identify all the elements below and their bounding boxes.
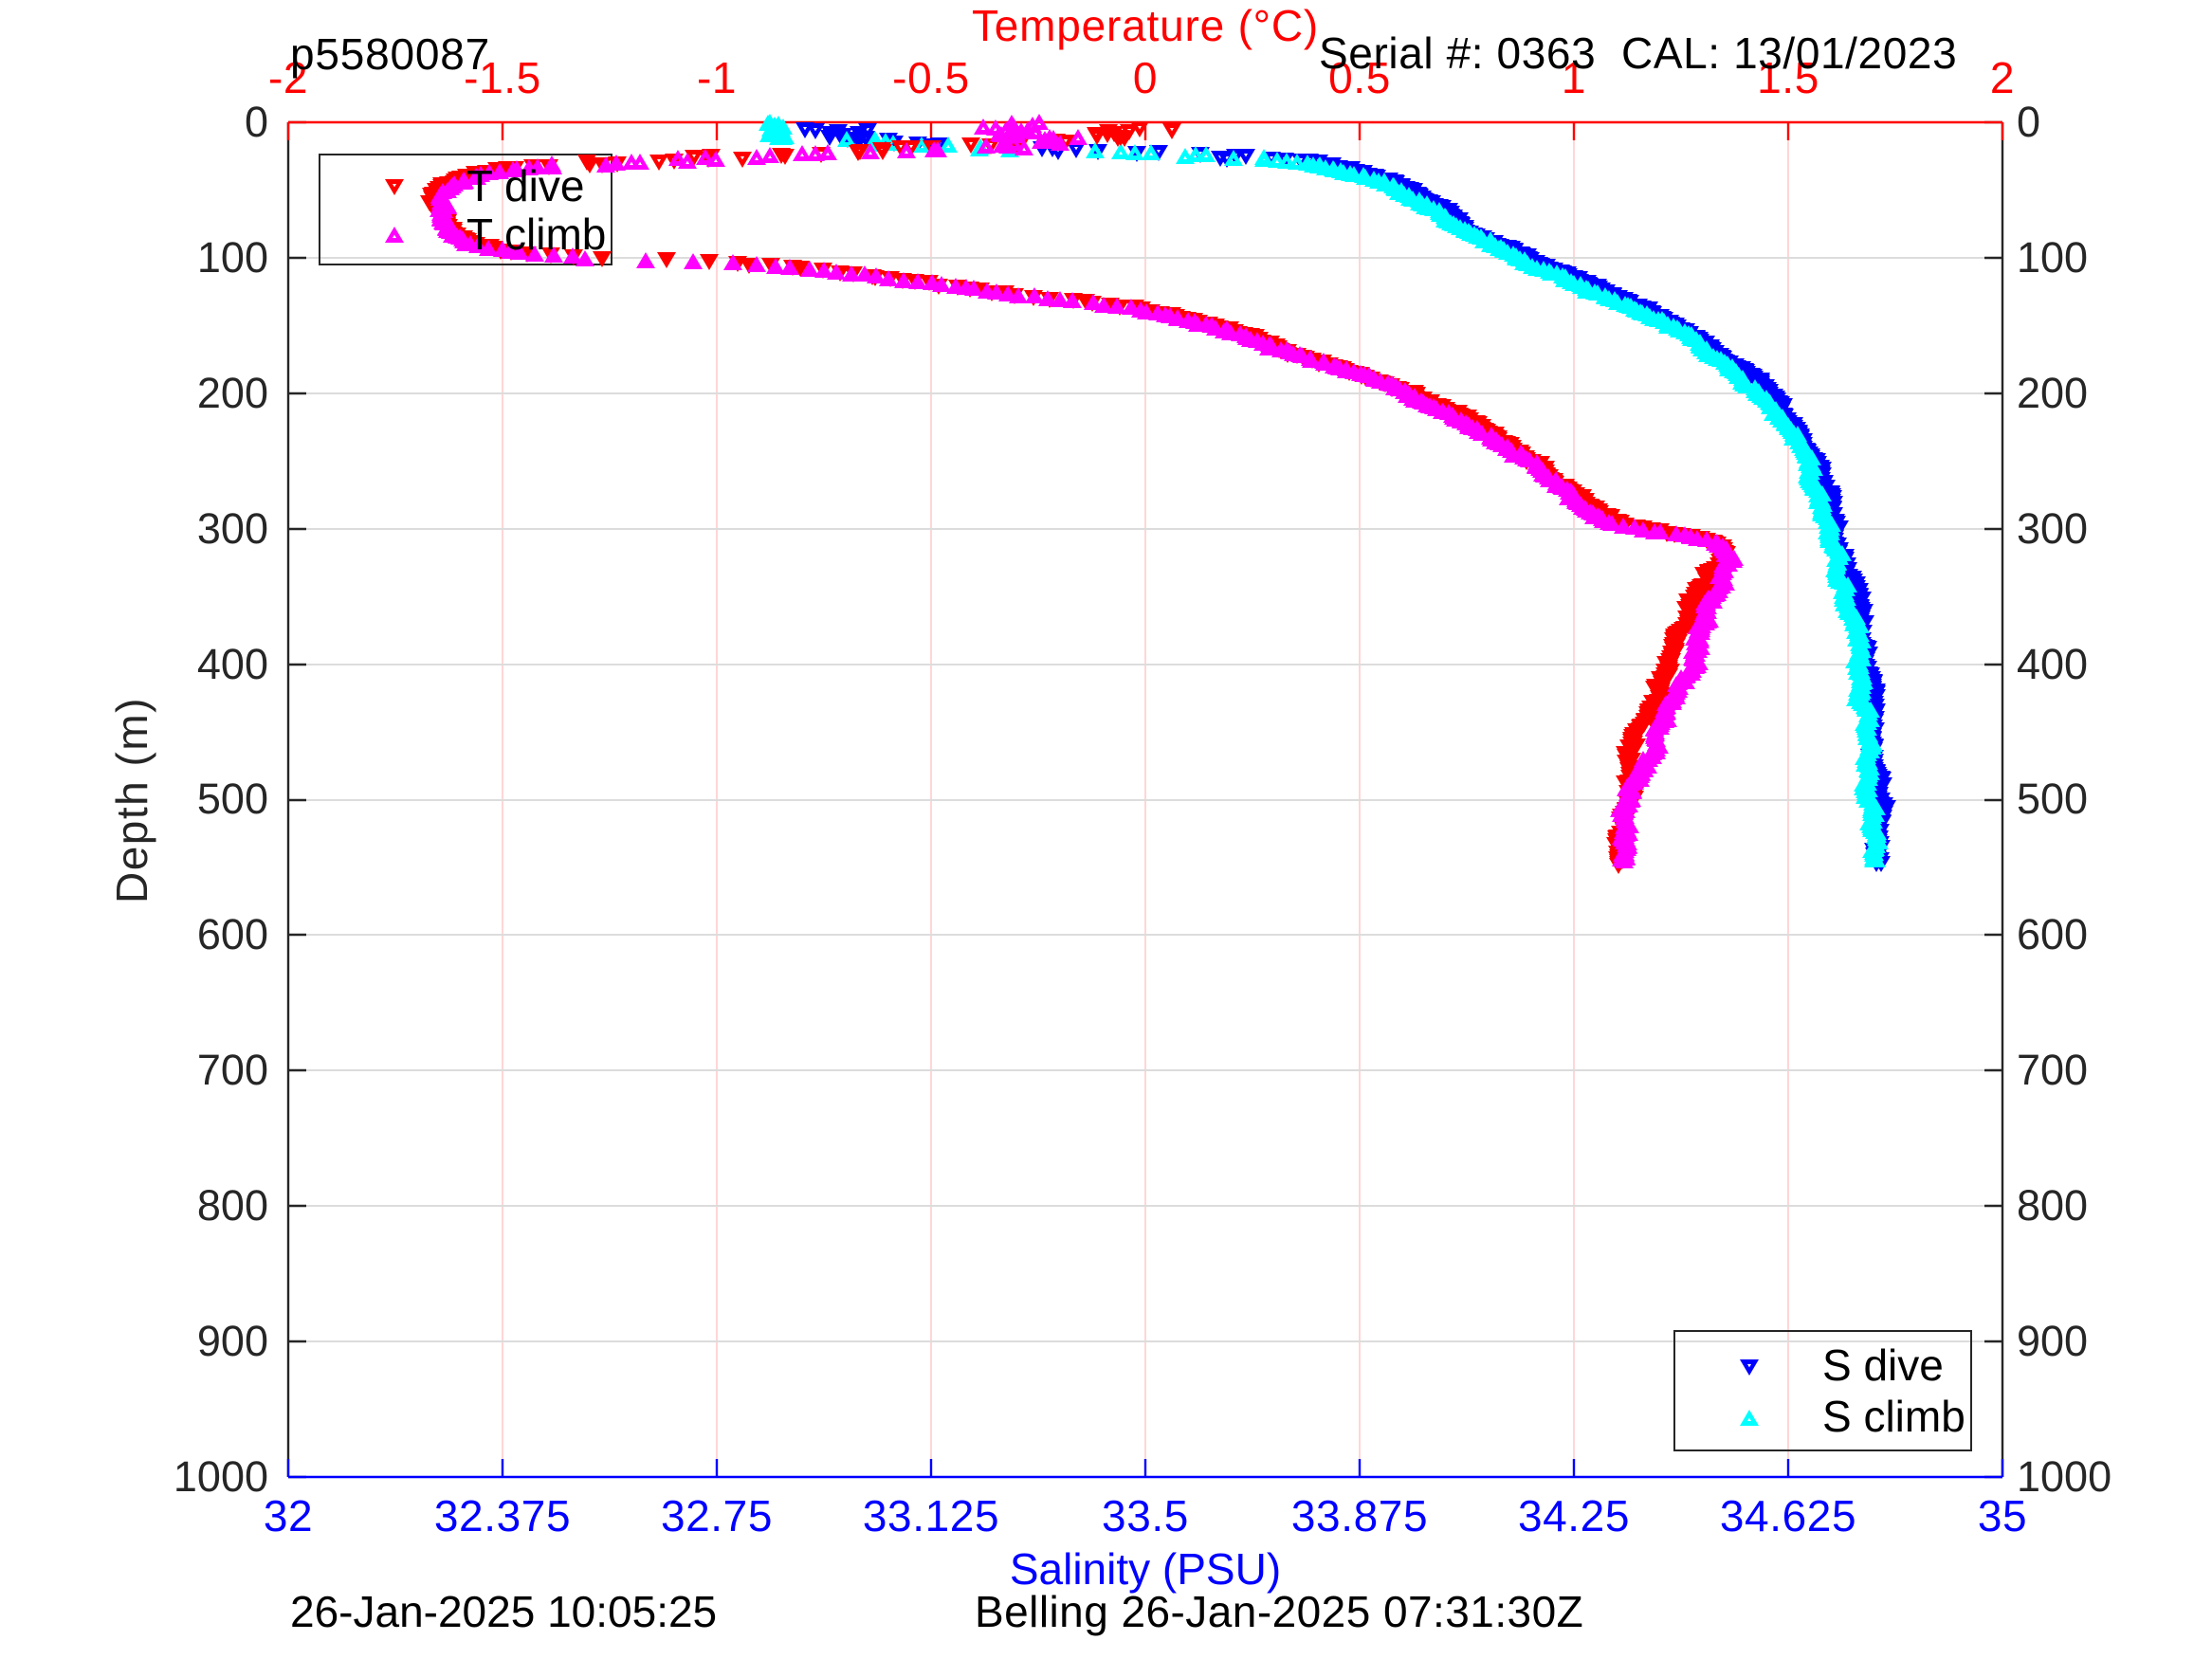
svg-text:500: 500 xyxy=(197,775,268,823)
svg-text:34.625: 34.625 xyxy=(1720,1491,1856,1540)
svg-text:Belling 26-Jan-2025 07:31:30Z: Belling 26-Jan-2025 07:31:30Z xyxy=(975,1587,1583,1636)
svg-text:400: 400 xyxy=(197,640,268,688)
svg-text:32.375: 32.375 xyxy=(434,1491,571,1540)
svg-text:33.125: 33.125 xyxy=(863,1491,999,1540)
svg-text:800: 800 xyxy=(197,1181,268,1230)
svg-text:p5580087: p5580087 xyxy=(290,29,490,79)
svg-text:-1.5: -1.5 xyxy=(464,53,541,102)
svg-text:400: 400 xyxy=(2017,640,2088,688)
svg-text:900: 900 xyxy=(2017,1317,2088,1365)
svg-text:T dive: T dive xyxy=(466,161,584,210)
svg-text:Salinity (PSU): Salinity (PSU) xyxy=(1010,1544,1281,1594)
svg-text:26-Jan-2025 10:05:25: 26-Jan-2025 10:05:25 xyxy=(290,1587,717,1636)
svg-text:-0.5: -0.5 xyxy=(892,53,970,102)
svg-text:100: 100 xyxy=(2017,233,2088,282)
svg-text:700: 700 xyxy=(197,1046,268,1094)
svg-text:-1: -1 xyxy=(697,53,737,102)
svg-text:33.875: 33.875 xyxy=(1291,1491,1428,1540)
svg-text:1000: 1000 xyxy=(2017,1452,2111,1501)
svg-text:1.5: 1.5 xyxy=(1757,53,1819,102)
svg-text:200: 200 xyxy=(197,369,268,417)
svg-text:0: 0 xyxy=(1133,53,1158,102)
svg-text:33.5: 33.5 xyxy=(1102,1491,1189,1540)
svg-text:200: 200 xyxy=(2017,369,2088,417)
svg-text:0: 0 xyxy=(2017,98,2040,146)
svg-text:S dive: S dive xyxy=(1822,1340,1944,1390)
svg-text:Serial #: 0363 CAL: 13/01/202: Serial #: 0363 CAL: 13/01/2023 xyxy=(1319,28,1957,78)
svg-text:900: 900 xyxy=(197,1317,268,1365)
svg-text:300: 300 xyxy=(2017,504,2088,553)
svg-text:35: 35 xyxy=(1978,1491,2027,1540)
svg-text:600: 600 xyxy=(197,910,268,958)
svg-text:0.5: 0.5 xyxy=(1328,53,1391,102)
svg-text:32.75: 32.75 xyxy=(661,1491,773,1540)
svg-text:2: 2 xyxy=(1990,53,2015,102)
svg-text:1000: 1000 xyxy=(174,1452,268,1501)
svg-text:34.25: 34.25 xyxy=(1518,1491,1630,1540)
svg-text:300: 300 xyxy=(197,504,268,553)
svg-text:S climb: S climb xyxy=(1822,1392,1965,1441)
svg-text:1: 1 xyxy=(1562,53,1586,102)
svg-text:100: 100 xyxy=(197,233,268,282)
svg-text:500: 500 xyxy=(2017,775,2088,823)
svg-text:600: 600 xyxy=(2017,910,2088,958)
svg-text:0: 0 xyxy=(245,98,268,146)
svg-text:-2: -2 xyxy=(268,53,308,102)
svg-text:Depth (m): Depth (m) xyxy=(107,697,156,903)
svg-text:800: 800 xyxy=(2017,1181,2088,1230)
svg-text:700: 700 xyxy=(2017,1046,2088,1094)
svg-text:Temperature (°C): Temperature (°C) xyxy=(972,1,1319,50)
svg-text:32: 32 xyxy=(264,1491,313,1540)
svg-text:T climb: T climb xyxy=(466,210,606,259)
